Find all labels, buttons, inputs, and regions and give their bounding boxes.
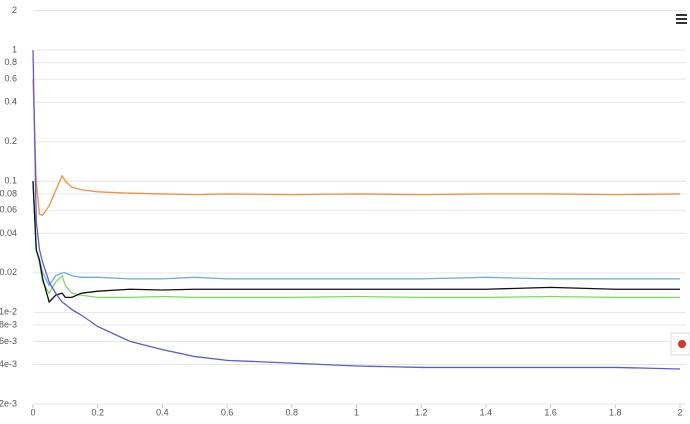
y-tick-label: 0.08 [0,188,17,198]
y-tick-label: 0.04 [0,228,17,238]
x-tick-label: 0 [30,407,35,417]
y-tick-label: 2 [12,5,17,15]
y-tick-label: 0.6 [4,74,17,84]
x-tick-label: 1.6 [544,407,557,417]
menu-icon[interactable] [676,14,687,24]
x-tick-label: 0.4 [156,407,169,417]
series-line [32,79,681,217]
y-tick-label: 0.4 [4,97,17,107]
x-tick-label: 2 [677,407,682,417]
y-tick-label: 0.06 [0,205,17,215]
y-tick-label: 2e-3 [0,398,17,408]
series-line [32,50,681,370]
x-tick-label: 0.6 [221,407,234,417]
x-tick-label: 0.2 [91,407,104,417]
y-tick-label: 0.1 [4,176,17,186]
x-tick-label: 1.4 [480,407,493,417]
y-tick-label: 0.8 [4,57,17,67]
y-tick-label: 1e-2 [0,307,17,317]
y-tick-label: 8e-3 [0,319,17,329]
y-tick-label: 6e-3 [0,336,17,346]
y-tick-label: 1 [12,44,17,54]
x-tick-label: 1.2 [415,407,428,417]
x-tick-label: 1 [354,407,359,417]
y-tick-label: 0.2 [4,136,17,146]
series-line [32,181,680,299]
y-tick-label: 0.02 [0,267,17,277]
series-line [32,181,680,287]
x-tick-label: 0.8 [286,407,299,417]
x-tick-label: 1.8 [609,407,622,417]
series-line [32,181,680,304]
y-tick-label: 4e-3 [0,359,17,369]
bug-icon[interactable] [670,332,690,356]
